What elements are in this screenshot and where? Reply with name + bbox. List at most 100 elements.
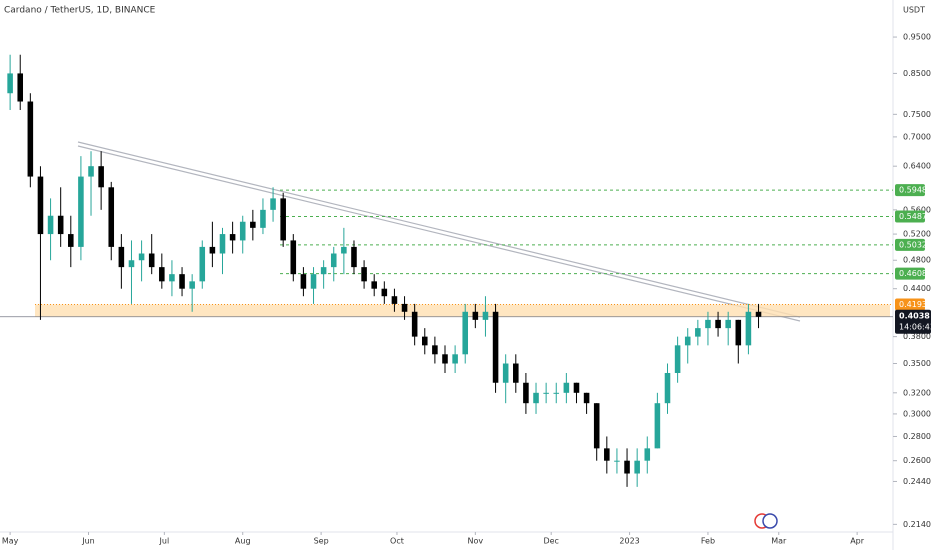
- y-tick-label: 0.2440: [903, 477, 931, 486]
- x-tick-label: Feb: [701, 537, 715, 546]
- candle-body: [300, 274, 307, 289]
- candle-body: [411, 311, 418, 337]
- candle-body: [432, 345, 438, 355]
- candle-body: [644, 448, 651, 461]
- candle-body: [179, 274, 185, 289]
- candle-body: [17, 73, 24, 102]
- y-tick-label: 0.2800: [903, 432, 931, 441]
- y-tick-label: 0.3000: [903, 409, 931, 418]
- candle-body: [169, 274, 175, 282]
- level-badge: [895, 184, 925, 197]
- candle-body: [614, 460, 620, 462]
- x-tick-label: Aug: [235, 537, 251, 546]
- candle-body: [543, 392, 549, 394]
- candle-body: [735, 319, 742, 346]
- candle-body: [310, 274, 317, 289]
- candle-body: [674, 345, 681, 373]
- level-badge: [895, 298, 925, 311]
- x-tick-label: Apr: [850, 537, 865, 546]
- candle-body: [108, 187, 115, 247]
- y-tick-label: 0.5200: [903, 230, 931, 239]
- y-tick-label: 0.4800: [903, 256, 931, 265]
- candle-body: [219, 234, 226, 254]
- candle-body: [755, 311, 762, 317]
- level-label: 0.4608: [899, 269, 927, 278]
- candle-body: [634, 460, 640, 474]
- y-tick-label: 0.6400: [903, 162, 931, 171]
- axis-unit: USDT: [903, 6, 925, 15]
- x-tick-label: Mar: [771, 537, 787, 546]
- candle-body: [604, 448, 610, 461]
- level-label: 0.5948: [899, 186, 927, 195]
- candle-body: [715, 319, 721, 329]
- x-tick-label: Oct: [390, 537, 404, 546]
- candle-body: [47, 215, 54, 235]
- candle-body: [88, 166, 94, 177]
- x-tick-label: Dec: [543, 537, 558, 546]
- candle-body: [593, 403, 600, 449]
- candle-body: [229, 234, 236, 241]
- candle-body: [128, 260, 135, 268]
- candle-body: [270, 198, 276, 210]
- y-tick-label: 0.2140: [903, 520, 931, 529]
- chart-layer: 0.9500 0.8500 0.7500 0.7000 0.6400 0.5600 0.52…: [0, 33, 932, 546]
- candle-body: [239, 221, 246, 241]
- y-tick-label: 0.7000: [903, 132, 931, 141]
- x-tick-label: Jul: [159, 537, 170, 546]
- candle-body: [7, 73, 13, 94]
- candle-body: [189, 281, 195, 289]
- candle-body: [57, 215, 64, 235]
- x-tick-label: Nov: [468, 537, 484, 546]
- candle-body: [260, 209, 266, 228]
- y-tick-label: 0.8500: [903, 69, 931, 78]
- candle-body: [523, 382, 529, 404]
- trendline: [77, 145, 801, 322]
- candle-body: [401, 303, 408, 312]
- candle-body: [78, 176, 84, 247]
- candle-body: [199, 246, 206, 282]
- y-tick-label: 0.3800: [903, 332, 931, 341]
- x-tick-label: Sep: [314, 537, 329, 546]
- support-zone: [35, 304, 890, 317]
- candle-body: [452, 354, 458, 364]
- y-tick-label: 0.5600: [903, 205, 931, 214]
- candle-body: [391, 296, 398, 304]
- candle-body: [280, 198, 286, 241]
- y-tick-label: 0.3500: [903, 359, 931, 368]
- level-label: 0.4193: [899, 300, 927, 309]
- flag-icon: [754, 513, 778, 529]
- candle-body: [371, 281, 377, 289]
- candle-body: [250, 221, 256, 228]
- chart-title: Cardano / TetherUS, 1D, BINANCE: [4, 6, 156, 16]
- candle-body: [148, 253, 155, 268]
- candle-body: [37, 176, 44, 235]
- level-badge: [895, 210, 925, 223]
- level-badge: [895, 238, 925, 251]
- candle-body: [695, 328, 701, 337]
- candle-body: [98, 166, 104, 188]
- candle-body: [330, 253, 337, 268]
- candle-body: [320, 267, 327, 275]
- candle-body: [361, 267, 367, 282]
- level-label: 0.5487: [899, 212, 927, 221]
- candle-body: [159, 267, 165, 282]
- candle-body: [502, 363, 509, 383]
- x-tick-label: Jun: [81, 537, 95, 546]
- candle-body: [745, 311, 752, 346]
- candle-body: [533, 392, 539, 404]
- y-tick-label: 0.7500: [903, 110, 931, 119]
- candle-body: [68, 234, 74, 247]
- candle-body: [705, 319, 711, 329]
- candle-body: [462, 311, 469, 355]
- x-tick-label: May: [2, 537, 19, 546]
- candle-body: [492, 311, 499, 383]
- candle-body: [442, 354, 448, 364]
- level-badge: [895, 267, 925, 280]
- candle-body: [563, 382, 570, 393]
- candle-body: [654, 403, 661, 449]
- candle-body: [118, 246, 125, 268]
- candle-body: [27, 101, 34, 177]
- candle-body: [482, 311, 489, 320]
